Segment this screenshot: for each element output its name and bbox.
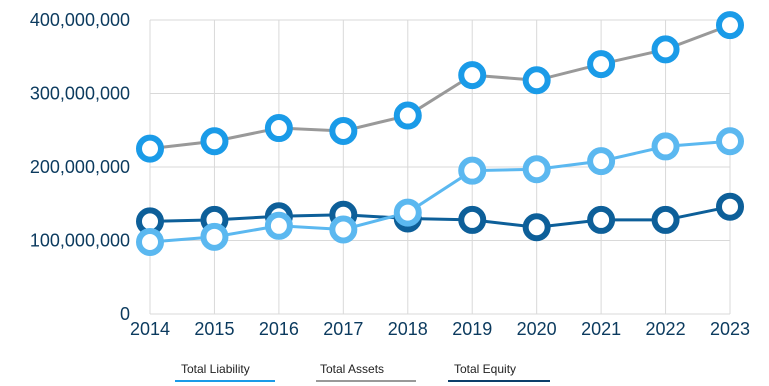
x-tick-label: 2019 [452, 319, 492, 339]
series-line-total-assets [149, 23, 731, 151]
legend-line-total-equity [448, 380, 550, 382]
legend-item-total-liability: Total Liability [175, 358, 275, 382]
data-point-total-assets [651, 35, 680, 64]
data-point-total-liability [458, 156, 487, 185]
data-point-total-liability [716, 127, 744, 156]
x-axis-ticks: 2014 2015 2016 2017 2018 2019 2020 2021 2022 2023 [130, 319, 750, 339]
data-point-total-equity [522, 213, 551, 242]
data-point-total-liability [200, 222, 229, 251]
x-tick-label: 2016 [259, 319, 299, 339]
data-point-total-equity [587, 205, 616, 234]
legend-label-total-assets: Total Assets [320, 362, 385, 376]
data-point-total-assets [136, 134, 164, 163]
data-point-total-equity [651, 205, 680, 234]
data-point-total-liability [329, 215, 358, 244]
x-tick-label: 2015 [194, 319, 234, 339]
data-point-total-liability [264, 211, 293, 240]
data-point-total-liability [393, 198, 422, 227]
y-tick-label: 400,000,000 [30, 10, 130, 30]
y-tick-label: 200,000,000 [30, 157, 130, 177]
line-chart: 0 100,000,000 200,000,000 300,000,000 400,00… [30, 10, 750, 339]
data-point-total-assets [200, 127, 229, 156]
x-tick-label: 2018 [388, 319, 428, 339]
series-line-total-liability [149, 139, 731, 244]
x-tick-label: 2014 [130, 319, 170, 339]
data-point-total-assets [587, 50, 616, 79]
data-point-total-assets [716, 11, 744, 40]
data-point-total-assets [458, 61, 487, 90]
legend-line-total-liability [175, 380, 275, 382]
x-tick-label: 2017 [323, 319, 363, 339]
x-tick-label: 2021 [581, 319, 621, 339]
data-point-total-liability [522, 155, 551, 184]
x-tick-label: 2022 [646, 319, 686, 339]
y-tick-label: 100,000,000 [30, 231, 130, 251]
legend-item-total-assets: Total Assets [316, 358, 416, 382]
gridlines [149, 19, 731, 315]
y-tick-label: 0 [120, 304, 130, 324]
y-tick-label: 300,000,000 [30, 84, 130, 104]
series-layer [136, 11, 744, 256]
data-point-total-equity [716, 192, 744, 221]
data-point-total-liability [651, 132, 680, 161]
x-tick-label: 2023 [710, 319, 750, 339]
legend-label-total-equity: Total Equity [454, 362, 517, 376]
data-point-total-assets [522, 66, 551, 95]
data-point-total-assets [264, 114, 293, 143]
data-point-total-liability [587, 147, 616, 176]
x-tick-label: 2020 [517, 319, 557, 339]
series-line-total-equity [149, 205, 731, 229]
data-point-total-liability [136, 227, 164, 256]
legend-item-total-equity: Total Equity [448, 358, 550, 382]
legend-label-total-liability: Total Liability [181, 362, 250, 376]
y-axis-ticks: 0 100,000,000 200,000,000 300,000,000 400,00… [30, 10, 130, 324]
data-point-total-assets [393, 101, 422, 130]
legend-line-total-assets [316, 380, 416, 382]
data-point-total-equity [458, 205, 487, 234]
data-point-total-assets [329, 116, 358, 145]
